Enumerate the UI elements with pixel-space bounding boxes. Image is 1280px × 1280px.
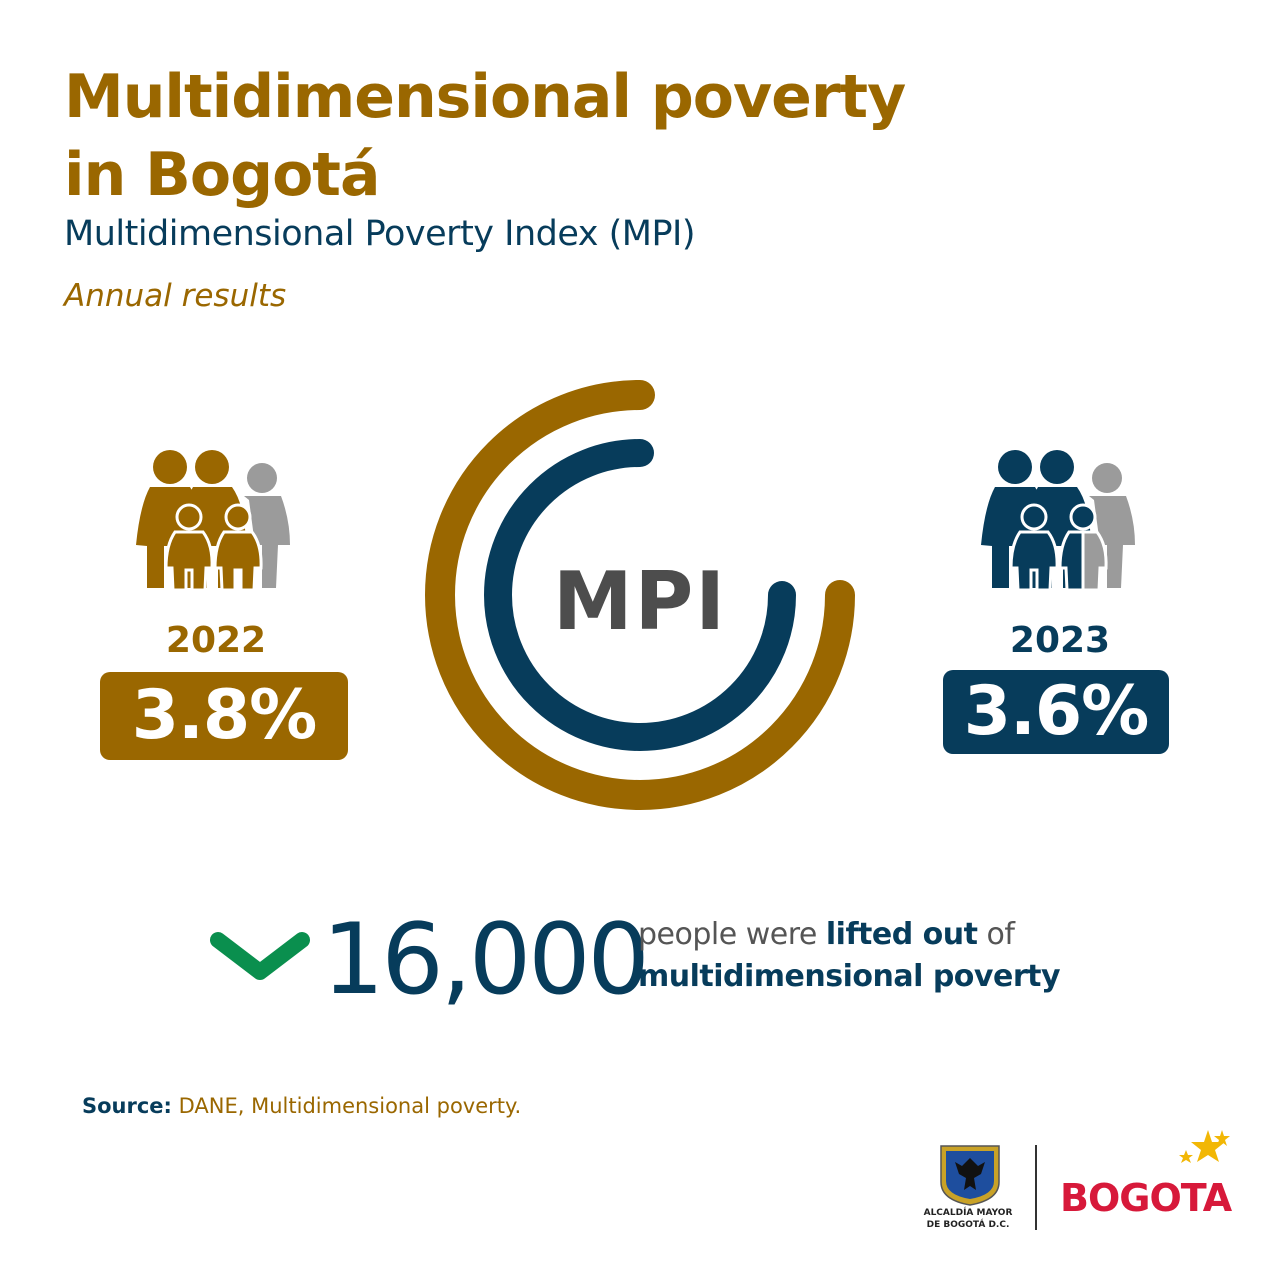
chart-center-label: MPI — [552, 555, 727, 648]
alcaldia-line-2: DE BOGOTÁ D.C. — [926, 1220, 1010, 1230]
note-bold-lifted: lifted out — [825, 917, 978, 952]
source-label: Source: — [82, 1094, 172, 1118]
page-title: Multidimensional poverty in Bogotá — [64, 58, 906, 214]
gray-adult-figure — [1089, 463, 1135, 588]
alcaldia-logo-text: ALCALDÍA MAYOR DE BOGOTÁ D.C. — [918, 1207, 1018, 1231]
people-lifted-number: 16,000 — [322, 903, 650, 1017]
family-icon-2022 — [136, 450, 290, 592]
gold-child-figure-2 — [213, 503, 263, 592]
year-label-2022: 2022 — [165, 620, 267, 661]
title-line-1: Multidimensional poverty — [64, 62, 906, 132]
gray-adult-figure — [244, 463, 290, 588]
title-line-2: in Bogotá — [64, 140, 380, 210]
year-label-2023: 2023 — [1009, 620, 1111, 661]
note-line-1: people were lifted out of — [638, 914, 1060, 956]
note-line-2: multidimensional poverty — [638, 956, 1061, 998]
note-bold-poverty: multidimensional poverty — [638, 959, 1061, 994]
value-badge-2023: 3.6% — [943, 670, 1169, 754]
arc-2022 — [425, 380, 855, 810]
bogota-logo: BOGOTA — [1060, 1176, 1232, 1220]
note-text-before: people were — [638, 917, 826, 952]
half-gray-child-figure — [1058, 503, 1108, 592]
chevron-down-icon — [210, 932, 310, 980]
family-icon-2023 — [981, 450, 1135, 592]
arc-2023 — [484, 439, 796, 751]
chart-subtitle: Multidimensional Poverty Index (MPI) — [64, 214, 696, 254]
alcaldia-shield-icon — [940, 1145, 1000, 1206]
source-note: Source: DANE, Multidimensional poverty. — [82, 1094, 521, 1118]
source-text: DANE, Multidimensional poverty. — [171, 1094, 522, 1118]
navy-child-figure-1 — [1009, 503, 1059, 592]
people-lifted-note: people were lifted out of multidimension… — [638, 914, 1061, 998]
period-label: Annual results — [64, 278, 287, 314]
value-badge-2022: 3.8% — [100, 672, 348, 760]
gold-child-figure-1 — [164, 503, 214, 592]
note-text-after: of — [977, 917, 1015, 952]
bogota-stars-icon — [1179, 1130, 1230, 1163]
alcaldia-line-1: ALCALDÍA MAYOR — [923, 1208, 1013, 1218]
